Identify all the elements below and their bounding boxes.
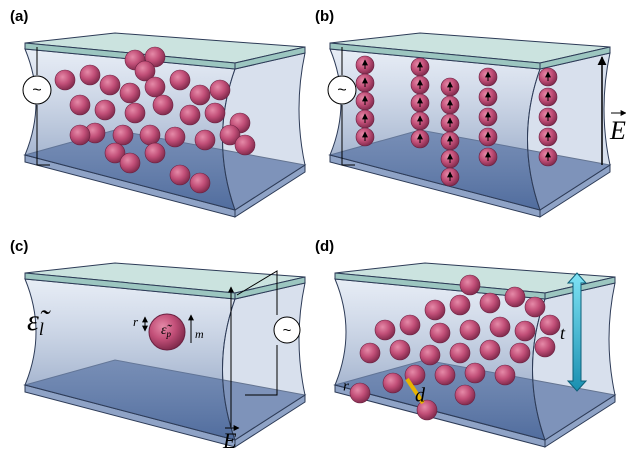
sphere — [420, 345, 440, 365]
sphere — [515, 321, 535, 341]
sphere — [505, 287, 525, 307]
cell — [25, 263, 305, 447]
sphere — [375, 320, 395, 340]
sphere — [480, 340, 500, 360]
sphere — [70, 125, 90, 145]
spacing-label: d — [415, 385, 426, 407]
source-symbol: ~ — [283, 322, 292, 339]
cell — [25, 33, 305, 217]
sphere — [170, 70, 190, 90]
sphere — [540, 315, 560, 335]
sphere — [125, 103, 145, 123]
panel-label: (b) — [315, 8, 334, 25]
sphere — [145, 77, 165, 97]
figure: ~ (a) ~ E (b) ε̃l ε̃p r m ~ E (c) t r — [0, 0, 626, 461]
sphere — [435, 365, 455, 385]
sphere — [383, 373, 403, 393]
sphere — [140, 125, 160, 145]
sphere — [195, 130, 215, 150]
sphere — [465, 363, 485, 383]
sphere — [55, 70, 75, 90]
panel-a: ~ (a) — [10, 8, 305, 217]
sphere — [120, 153, 140, 173]
sphere — [165, 127, 185, 147]
sphere — [153, 95, 173, 115]
sphere — [535, 337, 555, 357]
sphere — [400, 315, 420, 335]
sphere — [430, 323, 450, 343]
panel-b: ~ E (b) — [315, 8, 626, 217]
panel-d: t r d (d) — [315, 238, 615, 447]
sphere — [113, 125, 133, 145]
sphere — [460, 275, 480, 295]
sphere — [390, 340, 410, 360]
sphere — [210, 80, 230, 100]
moment-label: m — [195, 327, 204, 341]
sphere — [350, 383, 370, 403]
field-label: E — [609, 116, 626, 145]
sphere — [190, 173, 210, 193]
medium-subscript: l — [39, 319, 44, 339]
sphere — [425, 300, 445, 320]
sphere — [190, 85, 210, 105]
particle-subscript: p — [166, 329, 172, 339]
sphere — [480, 293, 500, 313]
sphere — [490, 317, 510, 337]
sphere — [70, 95, 90, 115]
sphere — [455, 385, 475, 405]
panel-label: (d) — [315, 238, 334, 255]
sphere — [460, 320, 480, 340]
sphere — [95, 100, 115, 120]
sphere — [205, 103, 225, 123]
radius-label: r — [343, 378, 349, 394]
sphere — [170, 165, 190, 185]
sphere — [450, 295, 470, 315]
panel-label: (c) — [10, 238, 28, 255]
source-symbol: ~ — [32, 82, 41, 99]
sphere — [510, 343, 530, 363]
panel-label: (a) — [10, 8, 28, 25]
sphere — [495, 365, 515, 385]
sphere — [145, 143, 165, 163]
field-label: E — [222, 428, 237, 453]
sphere — [235, 135, 255, 155]
sphere — [180, 105, 200, 125]
sphere — [120, 83, 140, 103]
source-symbol: ~ — [337, 82, 346, 99]
sphere — [525, 297, 545, 317]
sphere — [450, 343, 470, 363]
sphere — [360, 343, 380, 363]
sphere — [80, 65, 100, 85]
sphere — [100, 75, 120, 95]
panel-c: ε̃l ε̃p r m ~ E (c) — [10, 238, 305, 453]
